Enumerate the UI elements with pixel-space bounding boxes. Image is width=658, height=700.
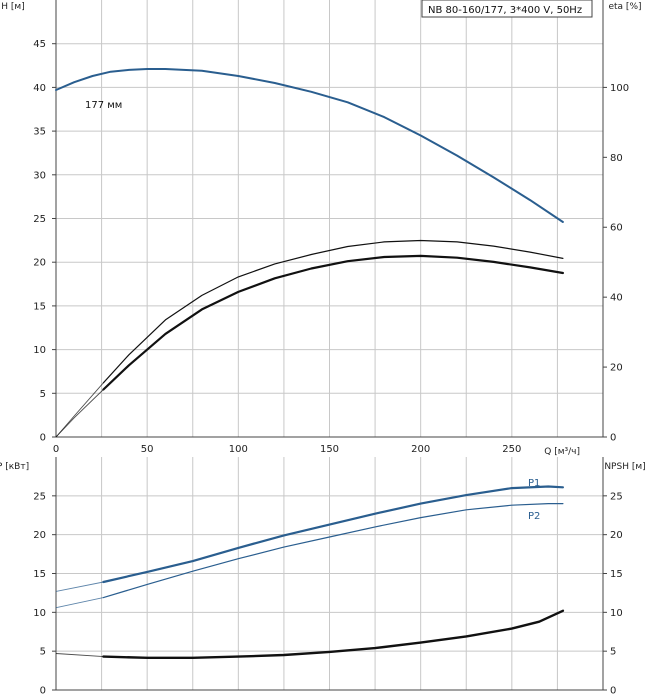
bottom-left-tick-label: 0 bbox=[40, 686, 46, 697]
chart-title: NB 80-160/177, 3*400 V, 50Hz bbox=[428, 5, 582, 16]
axes-layer bbox=[52, 0, 607, 691]
top-right-tick-label: 40 bbox=[610, 293, 623, 304]
top-left-tick-label: 20 bbox=[33, 258, 46, 269]
top-right-tick-label: 100 bbox=[610, 83, 629, 94]
top-right-tick-label: 20 bbox=[610, 363, 623, 374]
x-tick-label: 0 bbox=[53, 444, 59, 455]
top-right-tick-label: 60 bbox=[610, 223, 623, 234]
top-series-1-line bbox=[102, 239, 564, 384]
text-layer: NB 80-160/177, 3*400 V, 50Hz H [м] eta [… bbox=[0, 0, 646, 697]
impeller-diameter-label: 177 мм bbox=[85, 100, 122, 111]
top-series-2-extension bbox=[55, 389, 104, 438]
grid-layer bbox=[55, 0, 604, 691]
bottom-right-tick-label: 20 bbox=[610, 530, 623, 541]
bottom-series-1-extension bbox=[55, 597, 104, 609]
bottom-right-tick-label: 10 bbox=[610, 608, 623, 619]
p-axis-label: P [кВт] bbox=[0, 462, 29, 472]
bottom-left-tick-label: 10 bbox=[33, 608, 46, 619]
bottom-right-tick-label: 15 bbox=[610, 569, 623, 580]
bottom-left-tick-label: 5 bbox=[40, 647, 46, 658]
series-layer bbox=[55, 68, 565, 659]
x-tick-label: 50 bbox=[141, 444, 154, 455]
top-left-tick-label: 40 bbox=[33, 83, 46, 94]
bottom-left-tick-label: 20 bbox=[33, 530, 46, 541]
x-tick-label: 250 bbox=[502, 444, 521, 455]
h-axis-label: H [м] bbox=[1, 2, 24, 12]
npsh-axis-label: NPSH [м] bbox=[604, 462, 645, 472]
p2-label: P2 bbox=[528, 511, 540, 522]
bottom-series-1-line bbox=[102, 503, 564, 599]
x-tick-label: 100 bbox=[229, 444, 248, 455]
top-right-tick-label: 80 bbox=[610, 153, 623, 164]
q-axis-label: Q [м³/ч] bbox=[544, 447, 580, 457]
p1-label: P1 bbox=[528, 478, 540, 489]
bottom-series-0-line bbox=[102, 485, 564, 584]
top-left-tick-label: 35 bbox=[33, 127, 46, 138]
top-left-tick-label: 30 bbox=[33, 170, 46, 181]
title-box bbox=[421, 0, 593, 18]
bottom-left-tick-label: 25 bbox=[33, 491, 46, 502]
bottom-left-tick-label: 15 bbox=[33, 569, 46, 580]
top-left-tick-label: 15 bbox=[33, 301, 46, 312]
top-left-tick-label: 45 bbox=[33, 39, 46, 50]
bottom-right-tick-label: 25 bbox=[610, 491, 623, 502]
top-right-tick-label: 0 bbox=[610, 433, 616, 444]
bottom-right-tick-label: 5 bbox=[610, 647, 616, 658]
top-left-tick-label: 25 bbox=[33, 214, 46, 225]
bottom-series-0-extension bbox=[55, 581, 104, 592]
bottom-series-2-extension bbox=[55, 653, 104, 658]
x-tick-label: 150 bbox=[320, 444, 339, 455]
bottom-right-tick-label: 0 bbox=[610, 686, 616, 697]
top-left-tick-label: 5 bbox=[40, 389, 46, 400]
top-left-tick-label: 0 bbox=[40, 433, 46, 444]
top-left-tick-label: 10 bbox=[33, 345, 46, 356]
x-tick-label: 200 bbox=[411, 444, 430, 455]
eta-axis-label: eta [%] bbox=[608, 2, 641, 12]
top-series-2-line bbox=[102, 254, 564, 391]
bottom-series-2-line bbox=[102, 609, 565, 659]
top-series-0-line bbox=[55, 68, 564, 223]
